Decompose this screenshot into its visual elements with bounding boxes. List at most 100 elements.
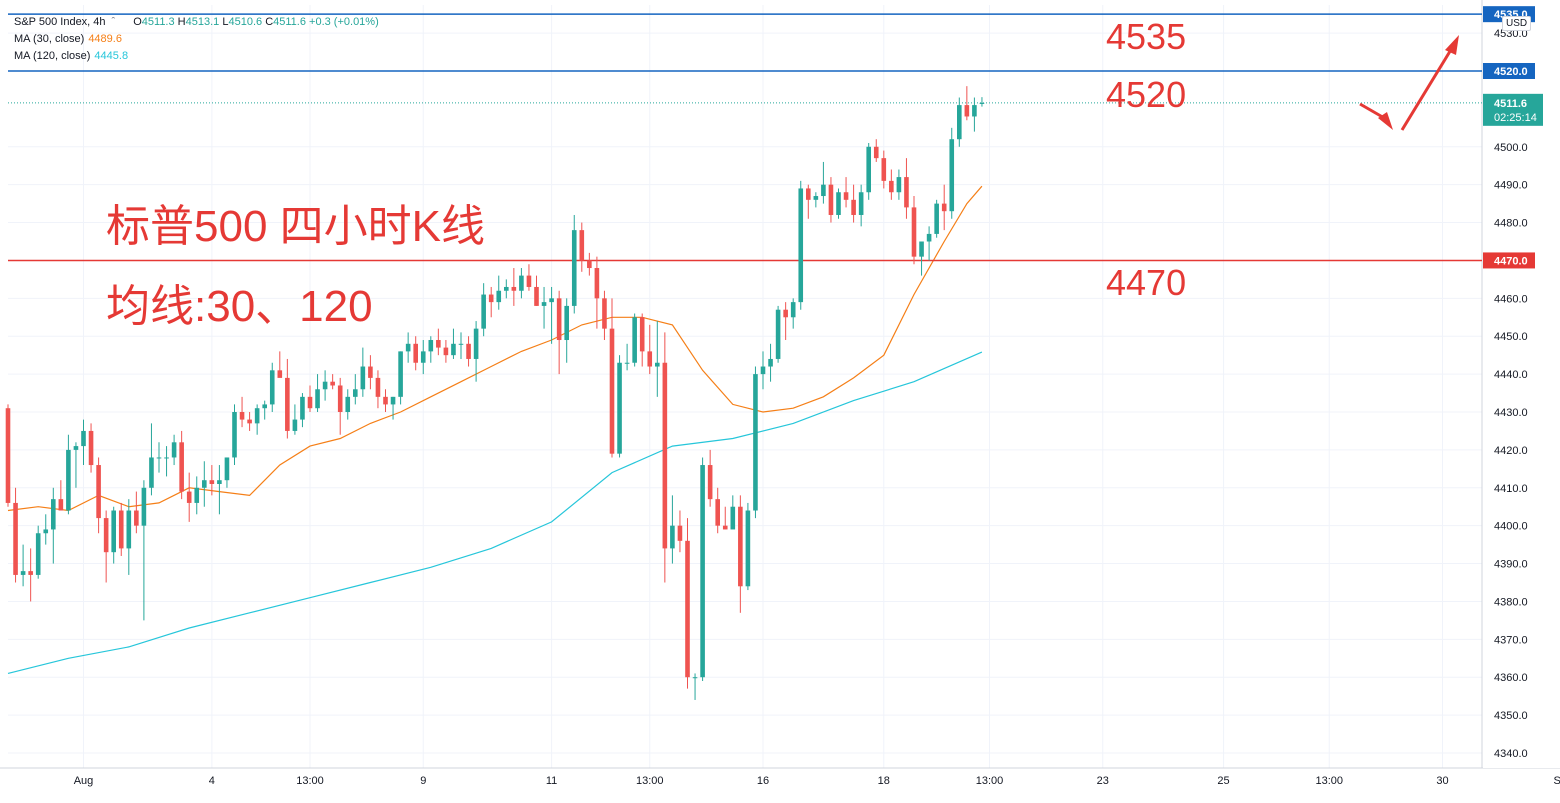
candle[interactable] (722, 506, 728, 530)
candle[interactable] (609, 298, 615, 458)
candle[interactable] (496, 275, 502, 310)
candle[interactable] (13, 487, 18, 583)
candle[interactable] (904, 158, 909, 219)
candle[interactable] (58, 480, 64, 511)
candle[interactable] (51, 487, 56, 564)
candle[interactable] (322, 370, 328, 401)
candle[interactable] (186, 472, 192, 522)
candle[interactable] (526, 264, 532, 291)
candle[interactable] (481, 283, 486, 337)
candle[interactable] (813, 192, 819, 208)
candle[interactable] (247, 412, 252, 431)
candle[interactable] (639, 313, 645, 367)
candle[interactable] (541, 286, 547, 329)
candle[interactable] (66, 434, 71, 515)
candle[interactable] (866, 142, 871, 200)
candle[interactable] (413, 336, 418, 371)
candle[interactable] (35, 525, 41, 579)
candle[interactable] (775, 305, 781, 363)
candle[interactable] (730, 495, 736, 530)
candle[interactable] (881, 150, 887, 189)
candle[interactable] (979, 97, 985, 107)
candle[interactable] (549, 286, 554, 344)
currency-badge[interactable]: USD (1502, 16, 1532, 31)
candle[interactable] (292, 404, 298, 435)
candle[interactable] (96, 457, 101, 534)
candle[interactable] (685, 518, 690, 689)
candle[interactable] (232, 404, 237, 466)
candle[interactable] (171, 434, 177, 466)
candle[interactable] (806, 184, 811, 219)
candle[interactable] (579, 222, 585, 272)
candle[interactable] (202, 461, 207, 507)
price-axis[interactable]: 4340.0 4350.0 4360.0 4370.0 4380.0 4390.0 4400… (1483, 0, 1560, 768)
candle[interactable] (194, 476, 200, 515)
candle[interactable] (790, 298, 796, 329)
candle[interactable] (473, 321, 479, 382)
candle[interactable] (519, 268, 524, 299)
candles[interactable] (5, 86, 985, 700)
candle[interactable] (753, 366, 758, 519)
candle[interactable] (398, 351, 403, 405)
candle[interactable] (919, 241, 924, 276)
candle[interactable] (934, 199, 939, 238)
candle[interactable] (43, 514, 49, 545)
candle[interactable] (383, 389, 388, 412)
candle[interactable] (760, 351, 766, 390)
candle[interactable] (972, 97, 977, 132)
candle[interactable] (466, 336, 471, 367)
candle[interactable] (821, 161, 826, 204)
candle[interactable] (428, 336, 434, 363)
candle[interactable] (534, 275, 539, 306)
candle[interactable] (239, 396, 245, 428)
candle[interactable] (624, 343, 630, 371)
candle[interactable] (896, 169, 902, 200)
candle[interactable] (330, 374, 335, 390)
candle[interactable] (911, 196, 917, 265)
candle[interactable] (745, 502, 751, 591)
candle[interactable] (5, 404, 11, 507)
candle[interactable] (647, 324, 653, 375)
candle[interactable] (81, 419, 86, 466)
candle[interactable] (843, 177, 849, 208)
candle[interactable] (564, 298, 569, 363)
candle[interactable] (655, 321, 660, 397)
candle[interactable] (738, 495, 743, 613)
candle[interactable] (964, 86, 970, 121)
candle[interactable] (768, 343, 773, 382)
candle[interactable] (353, 374, 358, 405)
candle[interactable] (571, 214, 577, 314)
candle[interactable] (443, 340, 449, 363)
candle[interactable] (217, 465, 222, 515)
price-tag-4470.0[interactable] (1483, 252, 1535, 269)
candle[interactable] (164, 446, 169, 477)
candle[interactable] (300, 393, 305, 428)
last-price-tag[interactable] (1483, 93, 1543, 126)
candle[interactable] (224, 457, 230, 488)
symbol-label[interactable]: S&P 500 Index, 4h (14, 16, 106, 28)
candle[interactable] (368, 355, 373, 390)
candle[interactable] (798, 180, 804, 310)
legend-ma30-row[interactable]: MA (30, close) 4489.6 (14, 31, 379, 48)
candle[interactable] (707, 449, 713, 507)
time-axis[interactable]: Aug 4 13:00 9 11 13:00 16 18 13:00 23 25 13:00 30 Sep (74, 775, 1560, 787)
candle[interactable] (209, 465, 215, 496)
candle[interactable] (262, 400, 267, 420)
candle[interactable] (873, 139, 879, 162)
candle[interactable] (692, 673, 698, 700)
candle[interactable] (141, 480, 147, 621)
candle[interactable] (451, 328, 456, 359)
candle[interactable] (307, 385, 313, 412)
candle[interactable] (337, 377, 343, 435)
candle[interactable] (420, 340, 426, 375)
candle[interactable] (405, 332, 411, 363)
candle[interactable] (126, 499, 132, 575)
candle[interactable] (88, 423, 94, 473)
candle[interactable] (889, 169, 894, 200)
candle[interactable] (858, 184, 864, 227)
candle[interactable] (375, 370, 381, 409)
candle[interactable] (594, 256, 600, 329)
candle[interactable] (836, 188, 841, 219)
